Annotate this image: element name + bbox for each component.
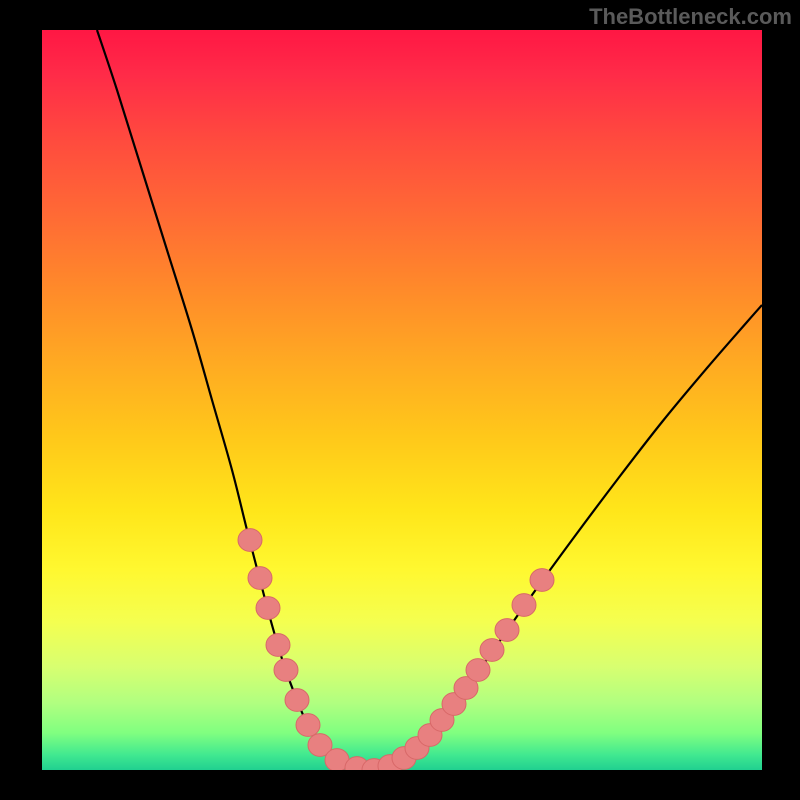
data-marker [285,689,309,712]
data-marker [238,529,262,552]
data-marker [495,619,519,642]
bottleneck-curve [42,30,762,770]
data-marker [248,567,272,590]
bottleneck-chart [42,30,762,770]
data-marker [512,594,536,617]
data-marker [266,634,290,657]
data-marker [274,659,298,682]
watermark-text: TheBottleneck.com [589,4,792,30]
data-marker [296,714,320,737]
data-marker [466,659,490,682]
data-marker [530,569,554,592]
data-marker [480,639,504,662]
data-marker [256,597,280,620]
